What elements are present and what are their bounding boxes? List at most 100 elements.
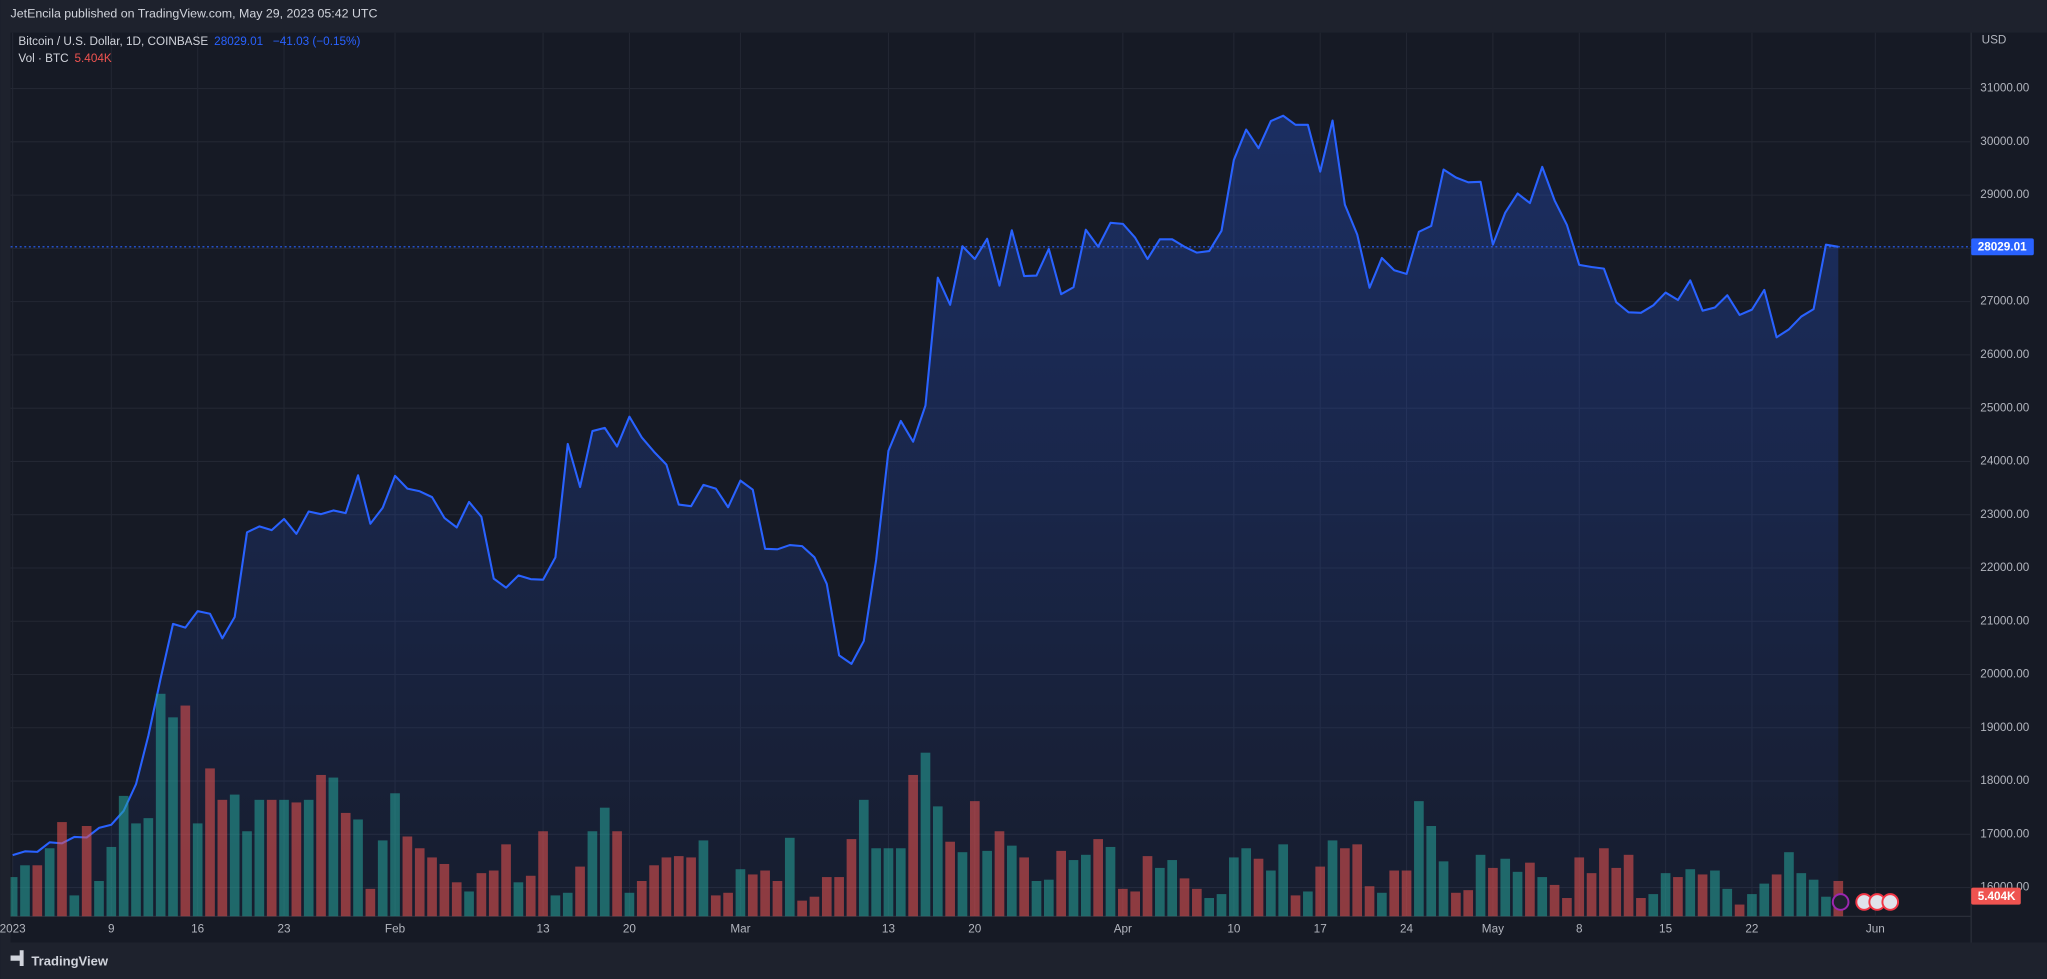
- volume-bar: [1574, 857, 1585, 917]
- y-tick-label: 20000.00: [1980, 668, 2029, 681]
- y-tick-label: 31000.00: [1980, 82, 2029, 95]
- y-tick-label: 22000.00: [1980, 561, 2029, 574]
- volume-bar: [747, 874, 758, 917]
- volume-bar: [821, 877, 832, 917]
- x-tick-label: Apr: [1114, 922, 1132, 935]
- volume-bar: [155, 693, 166, 917]
- volume-bar: [390, 793, 400, 917]
- volume-bar: [1734, 904, 1745, 917]
- volume-bar: [69, 895, 80, 917]
- volume-bar: [353, 819, 363, 917]
- volume-bar: [1438, 861, 1449, 917]
- x-tick-label: 15: [1659, 922, 1673, 935]
- volume-bar: [1241, 848, 1252, 917]
- x-tick-label: 17: [1314, 922, 1327, 935]
- volume-bar: [439, 863, 450, 917]
- volume-bar: [1204, 898, 1215, 917]
- volume-bar: [365, 888, 376, 917]
- volume-bar: [797, 900, 807, 917]
- volume-bar: [513, 882, 524, 917]
- volume-bar: [1611, 867, 1622, 917]
- volume-bar: [1068, 860, 1079, 917]
- volume-bar: [957, 852, 968, 917]
- volume-bar: [575, 866, 585, 917]
- volume-bar: [920, 752, 931, 917]
- volume-bar: [217, 799, 228, 917]
- volume-bar: [587, 831, 598, 917]
- volume-bar: [834, 877, 844, 917]
- x-tick-label: 16: [191, 922, 205, 935]
- volume-bar: [1130, 891, 1141, 917]
- volume-bar: [44, 848, 55, 917]
- volume-bar: [1784, 852, 1794, 917]
- volume-bar: [131, 823, 141, 917]
- volume-bar: [242, 831, 252, 917]
- volume-bar: [735, 869, 746, 917]
- volume-bar: [1771, 874, 1782, 917]
- x-tick-label: Jun: [1866, 922, 1885, 935]
- price-line: [12, 114, 1839, 857]
- volume-legend: Vol · BTC: [18, 52, 69, 65]
- volume-bar: [1636, 898, 1646, 917]
- x-tick-label: Feb: [385, 922, 406, 935]
- volume-bar: [1512, 871, 1523, 917]
- volume-bar: [649, 865, 659, 917]
- volume-bar: [1229, 857, 1239, 917]
- volume-bar: [1315, 866, 1326, 917]
- volume-bar: [1821, 896, 1831, 917]
- volume-bar: [402, 836, 413, 917]
- volume-bar: [1118, 888, 1128, 917]
- x-tick-label: 9: [108, 922, 115, 935]
- x-tick-label: 20: [623, 922, 637, 935]
- volume-bar: [932, 806, 943, 917]
- volume-bar: [1167, 860, 1178, 917]
- brand-logo: [10, 950, 24, 966]
- publisher: JetEncila published on TradingView.com, …: [11, 7, 378, 21]
- volume-bar: [1660, 873, 1671, 917]
- volume-bar: [94, 880, 104, 917]
- volume-bar: [451, 882, 462, 917]
- volume-bar: [1463, 890, 1474, 917]
- volume-bar: [846, 839, 857, 917]
- volume-bar: [895, 848, 906, 917]
- volume-bar: [1623, 854, 1634, 917]
- x-tick-label: 8: [1576, 922, 1583, 935]
- volume-bar: [1710, 870, 1720, 917]
- volume-bar: [1747, 894, 1757, 917]
- y-tick-label: 19000.00: [1980, 721, 2029, 734]
- volume-bar: [118, 795, 129, 917]
- volume-bar: [612, 831, 622, 917]
- volume-bar: [143, 818, 154, 917]
- volume-bar: [1364, 886, 1375, 917]
- x-tick-label: 13: [882, 922, 896, 935]
- volume-bar: [1401, 870, 1412, 917]
- volume-bar: [1808, 879, 1819, 917]
- volume-bar: [525, 875, 536, 917]
- volume-bar: [1019, 857, 1029, 917]
- volume-bar: [1105, 846, 1116, 917]
- x-tick-label: 10: [1227, 922, 1241, 935]
- volume-bar: [871, 848, 881, 917]
- volume-bar: [501, 844, 511, 917]
- volume-bar: [254, 799, 265, 917]
- last-volume-label: 5.404K: [1978, 890, 2016, 903]
- volume-bar: [476, 873, 487, 917]
- y-tick-label: 24000.00: [1980, 455, 2029, 468]
- volume-bar: [1056, 850, 1066, 917]
- volume-bar: [1031, 880, 1042, 917]
- volume-bar: [20, 865, 30, 917]
- volume-bar: [1043, 879, 1054, 917]
- volume-bar: [414, 848, 425, 917]
- volume-bar: [1685, 869, 1696, 917]
- volume-bar: [291, 802, 302, 917]
- volume-bar: [1525, 862, 1535, 917]
- volume-bar: [81, 826, 92, 917]
- volume-bar: [32, 865, 43, 917]
- volume-bar: [1451, 892, 1461, 917]
- volume-bar: [809, 896, 820, 917]
- y-tick-label: 25000.00: [1980, 401, 2029, 414]
- volume-bar: [1093, 839, 1103, 917]
- volume-bar: [1080, 854, 1091, 917]
